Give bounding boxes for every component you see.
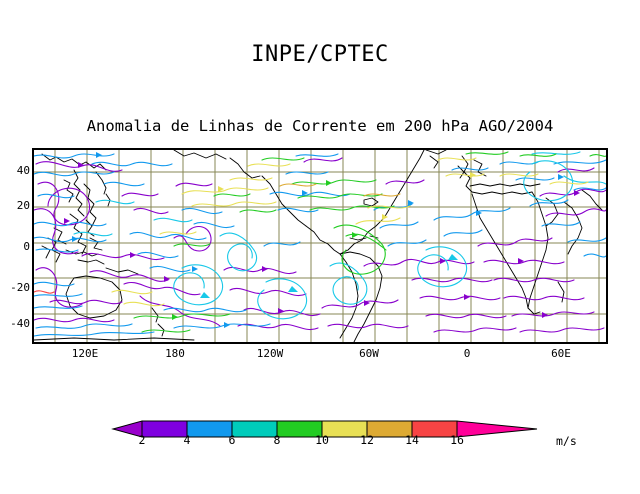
- colorbar-tick-12: 12: [360, 433, 374, 447]
- colorbar-tick-2: 2: [138, 433, 146, 447]
- streamline-map-plot: [32, 148, 608, 344]
- gridlines: [34, 150, 606, 342]
- x-tick-label-120e: 120E: [71, 347, 99, 360]
- colorbar-tick-8: 8: [273, 433, 281, 447]
- streamline-arrowheads: [64, 152, 580, 328]
- colorbar-tick-16: 16: [450, 433, 464, 447]
- colorbar-tick-6: 6: [228, 433, 236, 447]
- colorbar-tick-14: 14: [405, 433, 419, 447]
- x-tick-label-120w: 120W: [256, 347, 284, 360]
- x-tick-label-0: 0: [463, 347, 471, 360]
- page-title: INPE/CPTEC: [251, 42, 389, 67]
- streamlines: [34, 151, 606, 337]
- colorbar-unit-label: m/s: [556, 434, 577, 448]
- y-tick-label-m20: -20: [10, 281, 30, 294]
- x-tick-label-60e: 60E: [551, 347, 571, 360]
- y-tick-label-0: 0: [23, 240, 30, 253]
- colorbar-over-arrow: [456, 420, 538, 438]
- y-tick-label-m40: -40: [10, 317, 30, 330]
- colorbar-tick-10: 10: [315, 433, 329, 447]
- y-tick-label-20: 20: [16, 199, 30, 212]
- colorbar: 2 4 6 8 10 12 14 16 m/s: [0, 408, 640, 468]
- y-tick-label-40: 40: [16, 164, 30, 177]
- x-tick-label-60w: 60W: [359, 347, 379, 360]
- chart-subtitle: Anomalia de Linhas de Corrente em 200 hP…: [86, 117, 554, 135]
- colorbar-tick-4: 4: [183, 433, 191, 447]
- x-tick-label-180: 180: [165, 347, 185, 360]
